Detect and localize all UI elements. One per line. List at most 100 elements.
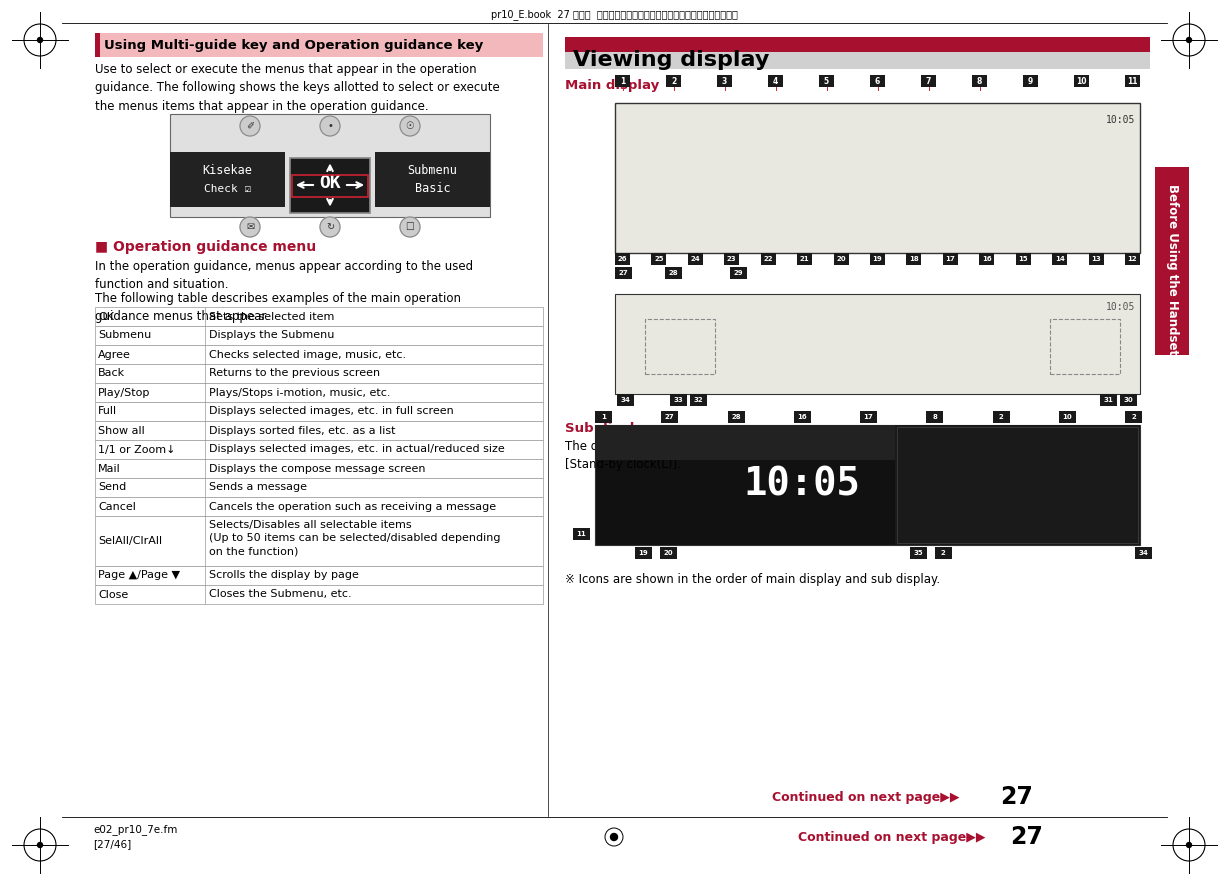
- Bar: [1125, 75, 1141, 87]
- Bar: [943, 253, 957, 265]
- Text: 20: 20: [836, 256, 846, 262]
- Bar: [1100, 394, 1117, 406]
- Text: 35: 35: [913, 550, 923, 556]
- Bar: [1074, 75, 1089, 87]
- Text: 23: 23: [728, 256, 736, 262]
- Text: 19: 19: [639, 550, 649, 556]
- Text: 13: 13: [1091, 256, 1101, 262]
- Text: 9: 9: [1027, 76, 1034, 86]
- Text: •: •: [327, 121, 333, 131]
- Bar: [833, 253, 848, 265]
- Text: Returns to the previous screen: Returns to the previous screen: [209, 368, 380, 379]
- Text: 11: 11: [576, 531, 586, 537]
- Text: 11: 11: [1127, 76, 1138, 86]
- Text: The display appears when Sub) Clock display (☏P. 91) is set to
[Stand-by clock(L: The display appears when Sub) Clock disp…: [565, 440, 939, 471]
- Bar: [595, 425, 1141, 460]
- Text: 1/1 or Zoom↓: 1/1 or Zoom↓: [98, 444, 176, 455]
- Bar: [665, 267, 682, 279]
- Text: ■ Operation guidance menu: ■ Operation guidance menu: [95, 240, 316, 254]
- Text: 10:05: 10:05: [744, 466, 860, 504]
- Text: Displays sorted files, etc. as a list: Displays sorted files, etc. as a list: [209, 426, 396, 435]
- Bar: [1155, 167, 1188, 185]
- Text: ※ Icons are shown in the order of main display and sub display.: ※ Icons are shown in the order of main d…: [565, 573, 940, 586]
- Text: Full: Full: [98, 406, 117, 417]
- Bar: [95, 307, 543, 326]
- Text: Closes the Submenu, etc.: Closes the Submenu, etc.: [209, 589, 351, 599]
- Text: Displays the Submenu: Displays the Submenu: [209, 330, 334, 341]
- Text: 8: 8: [933, 414, 938, 420]
- Bar: [635, 547, 653, 559]
- Bar: [375, 152, 490, 207]
- Text: SelAll/ClrAll: SelAll/ClrAll: [98, 536, 162, 546]
- Text: Cancels the operation such as receiving a message: Cancels the operation such as receiving …: [209, 502, 497, 512]
- Bar: [595, 425, 1141, 545]
- Circle shape: [320, 217, 340, 237]
- Text: 12: 12: [1128, 256, 1137, 262]
- Text: 2: 2: [671, 76, 676, 86]
- Text: 10:05: 10:05: [1106, 302, 1136, 312]
- Bar: [95, 33, 543, 57]
- Bar: [95, 516, 543, 566]
- Bar: [909, 547, 927, 559]
- Circle shape: [320, 116, 340, 136]
- Text: 17: 17: [945, 256, 955, 262]
- Text: 26: 26: [618, 256, 627, 262]
- Bar: [1023, 75, 1039, 87]
- Text: 30: 30: [1123, 397, 1133, 403]
- Bar: [670, 394, 687, 406]
- Text: ☐: ☐: [406, 222, 414, 232]
- Bar: [1155, 185, 1188, 355]
- Text: Show all: Show all: [98, 426, 145, 435]
- Bar: [614, 103, 1141, 253]
- Bar: [95, 33, 100, 57]
- Text: 27: 27: [618, 270, 628, 276]
- Bar: [907, 253, 922, 265]
- Text: Before Using the Handset: Before Using the Handset: [1165, 184, 1179, 356]
- Circle shape: [38, 843, 43, 848]
- Text: Cancel: Cancel: [98, 502, 136, 512]
- Bar: [614, 75, 630, 87]
- Text: Send: Send: [98, 482, 127, 492]
- Text: Using Multi-guide key and Operation guidance key: Using Multi-guide key and Operation guid…: [104, 39, 483, 51]
- Text: Selects/Disables all selectable items
(Up to 50 items can be selected/disabled d: Selects/Disables all selectable items (U…: [209, 520, 500, 557]
- Bar: [728, 411, 745, 423]
- Bar: [972, 75, 987, 87]
- Bar: [290, 158, 370, 212]
- Text: 20: 20: [664, 550, 673, 556]
- Text: 10: 10: [1062, 414, 1072, 420]
- Bar: [717, 75, 732, 87]
- Text: Displays selected images, etc. in full screen: Displays selected images, etc. in full s…: [209, 406, 454, 417]
- Text: 16: 16: [798, 414, 807, 420]
- Bar: [666, 75, 681, 87]
- Text: 18: 18: [909, 256, 919, 262]
- Bar: [617, 394, 634, 406]
- Text: Displays selected images, etc. in actual/reduced size: Displays selected images, etc. in actual…: [209, 444, 505, 455]
- Bar: [95, 585, 543, 604]
- Bar: [1136, 547, 1152, 559]
- Text: Close: Close: [98, 589, 128, 599]
- Text: 21: 21: [800, 256, 810, 262]
- Text: 8: 8: [977, 76, 982, 86]
- Text: 27: 27: [1000, 785, 1032, 809]
- Text: 28: 28: [731, 414, 741, 420]
- Bar: [95, 364, 543, 383]
- Text: 24: 24: [691, 256, 701, 262]
- Bar: [897, 427, 1138, 543]
- Bar: [565, 52, 1150, 69]
- Text: 33: 33: [673, 397, 683, 403]
- Bar: [895, 425, 1141, 545]
- Bar: [870, 75, 885, 87]
- Text: 3: 3: [721, 76, 728, 86]
- Bar: [95, 497, 543, 516]
- Text: Checks selected image, music, etc.: Checks selected image, music, etc.: [209, 350, 406, 359]
- Bar: [794, 411, 811, 423]
- Text: OK: OK: [320, 174, 340, 192]
- Circle shape: [399, 217, 420, 237]
- Text: 2: 2: [999, 414, 1003, 420]
- Text: Continued on next page▶▶: Continued on next page▶▶: [798, 830, 984, 843]
- Bar: [768, 75, 783, 87]
- Bar: [921, 75, 936, 87]
- Text: Back: Back: [98, 368, 125, 379]
- Text: Page ▲/Page ▼: Page ▲/Page ▼: [98, 571, 179, 581]
- Bar: [95, 402, 543, 421]
